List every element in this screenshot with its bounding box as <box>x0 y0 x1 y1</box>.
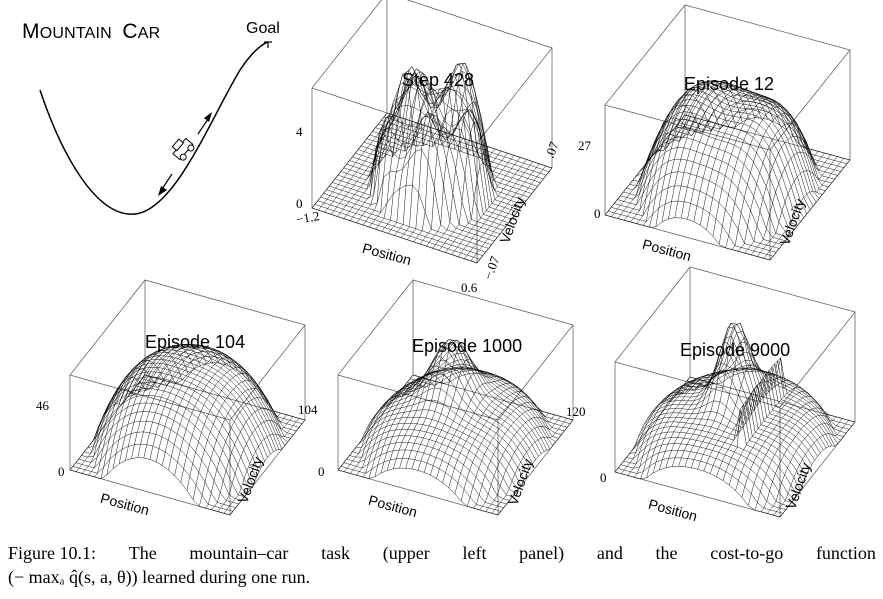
figure-caption: Figure 10.1: The mountain–car task (uppe… <box>8 541 876 589</box>
z-min-tick: 0 <box>594 206 601 221</box>
arrow-up-icon <box>197 112 212 135</box>
arrow-down-icon <box>158 173 173 196</box>
z-max-tick: 120 <box>566 404 586 419</box>
z-min-tick: 0 <box>296 196 303 211</box>
mountain-car-title: MOUNTAIN CAR <box>22 20 161 43</box>
panel-title-step-428: Step 428 <box>402 70 475 90</box>
surface-wireframe <box>311 63 553 264</box>
plot-bounding-box <box>614 266 856 518</box>
surface-plot-episode-1000 <box>337 279 574 516</box>
mountain-curve <box>39 41 269 215</box>
z-max-tick: 46 <box>36 398 49 413</box>
surface-plot-step-428 <box>311 0 553 264</box>
surface-plot-episode-104 <box>69 279 306 516</box>
surface-plot-episode-9000 <box>614 266 856 518</box>
z-max-tick: 104 <box>298 402 318 417</box>
caption-line-2: (− maxₐ q̂(s, a, θ)) learned during one … <box>8 567 311 587</box>
plot-bounding-box <box>604 4 851 261</box>
surface-wireframe <box>69 343 306 516</box>
surface-wireframe <box>604 80 851 261</box>
plot-bounding-box <box>69 279 306 516</box>
mountain-curve-diagram <box>39 41 272 215</box>
plot-bounding-box <box>337 279 574 516</box>
z-min-tick: 0 <box>600 470 607 485</box>
z-max-tick: 4 <box>296 124 303 139</box>
panel-title-episode-104: Episode 104 <box>145 332 246 352</box>
figure: MOUNTAIN CAR Goal Step 428 4 0 − <box>0 0 856 524</box>
z-min-tick: 0 <box>318 464 325 479</box>
panel-title-episode-9000: Episode 9000 <box>680 340 791 360</box>
panel-title-episode-12: Episode 12 <box>684 74 775 94</box>
car-icon <box>171 137 195 161</box>
caption-label: Figure 10.1: <box>8 543 96 563</box>
surface-wireframe <box>337 338 574 516</box>
mountain-car-panel: MOUNTAIN CAR Goal <box>0 0 300 260</box>
x-max-tick: 0.6 <box>461 280 478 295</box>
panel-title-episode-1000: Episode 1000 <box>412 336 523 356</box>
surface-plot-episode-12 <box>604 4 851 261</box>
z-min-tick: 0 <box>58 464 65 479</box>
goal-label: Goal <box>246 20 280 37</box>
caption-line-1: Figure 10.1: The mountain–car task (uppe… <box>8 543 876 563</box>
surface-wireframe <box>614 322 856 518</box>
z-max-tick: 27 <box>578 138 591 153</box>
